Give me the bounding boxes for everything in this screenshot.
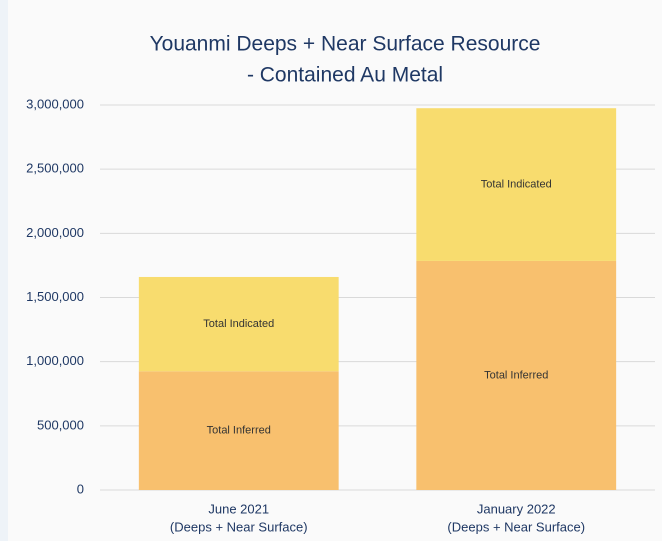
y-tick-label: 3,000,000 (26, 96, 84, 111)
y-tick-label: 2,500,000 (26, 161, 84, 176)
bar-segment (138, 276, 339, 372)
segment-label: Total Inferred (484, 369, 548, 381)
chart-title: Youanmi Deeps + Near Surface Resource (150, 33, 541, 56)
y-tick-label: 500,000 (37, 417, 84, 432)
bar-segment (416, 108, 617, 261)
x-tick-label: June 2021 (208, 501, 269, 516)
chart-title: - Contained Au Metal (247, 64, 443, 87)
x-tick-label: (Deeps + Near Surface) (447, 519, 585, 534)
segment-label: Total Indicated (481, 178, 552, 190)
bar-segment (138, 371, 339, 490)
y-tick-label: 1,000,000 (26, 353, 84, 368)
bar-segment (416, 260, 617, 490)
y-tick-label: 2,000,000 (26, 225, 84, 240)
x-tick-label: January 2022 (477, 501, 556, 516)
segment-label: Total Inferred (207, 425, 271, 437)
segment-label: Total Indicated (203, 318, 274, 330)
y-tick-label: 1,500,000 (26, 289, 84, 304)
x-tick-label: (Deeps + Near Surface) (170, 519, 308, 534)
y-tick-label: 0 (77, 481, 84, 496)
